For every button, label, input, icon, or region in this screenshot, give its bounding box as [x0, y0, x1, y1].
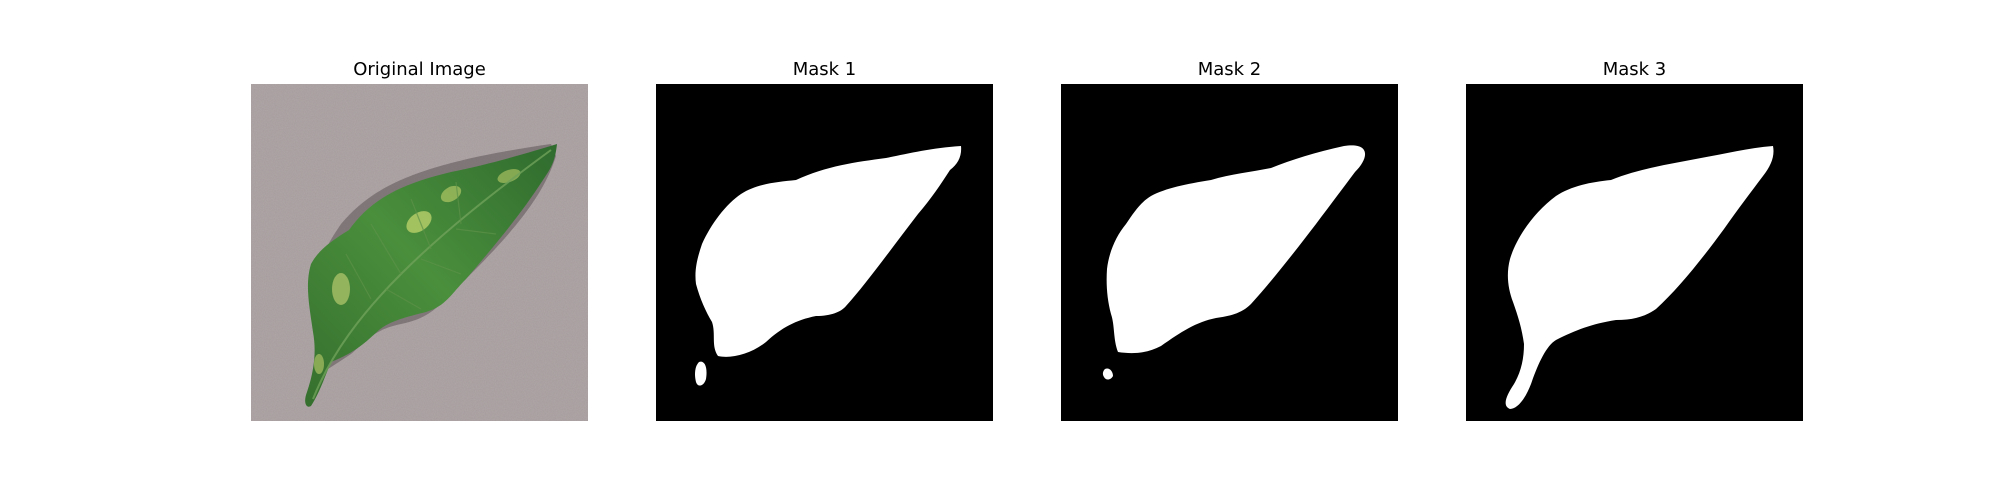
leaf-blight-spot	[497, 169, 521, 183]
leaf-blight-spot	[440, 185, 462, 203]
mask-region	[1505, 146, 1774, 409]
original-image-panel	[251, 84, 588, 421]
mask-blob	[695, 361, 707, 386]
mask-region	[695, 146, 962, 357]
leaf-veins	[345, 181, 497, 310]
panel-title-original-image: Original Image	[353, 59, 486, 80]
mask-1-image	[656, 84, 993, 421]
leaf-blight-spot	[314, 354, 324, 374]
panel-title-mask-3: Mask 3	[1602, 59, 1667, 80]
mask-region	[1106, 145, 1366, 354]
leaf-shape	[305, 144, 557, 407]
mask-3-panel	[1466, 84, 1803, 421]
original-leaf-photo	[251, 84, 588, 421]
mask-3-image	[1466, 84, 1803, 421]
mask-2-image	[1061, 84, 1398, 421]
panel-title-mask-1: Mask 1	[792, 59, 857, 80]
mask-blob	[1102, 368, 1113, 380]
panel-title-mask-2: Mask 2	[1197, 59, 1262, 80]
mask-1-panel	[656, 84, 993, 421]
mask-2-panel	[1061, 84, 1398, 421]
leaf-blight-spot	[406, 211, 432, 233]
leaf-blight-spot	[332, 273, 350, 305]
